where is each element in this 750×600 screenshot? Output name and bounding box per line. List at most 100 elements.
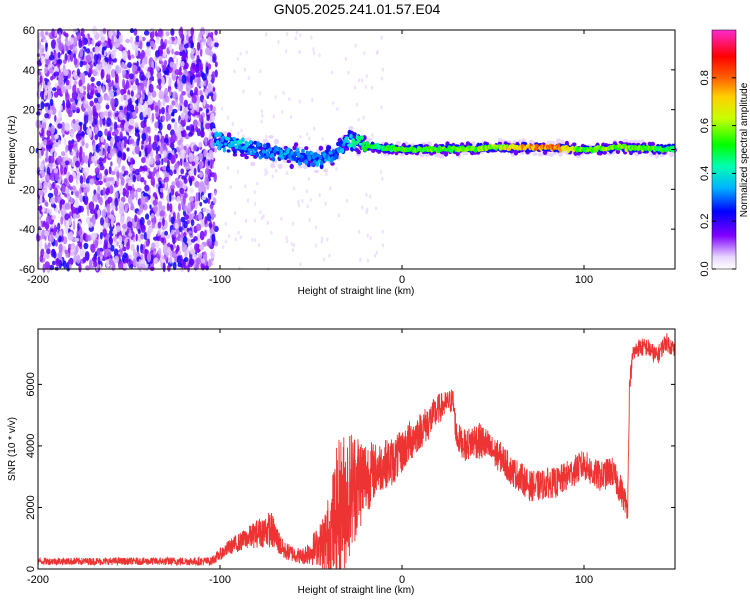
noise-speckle xyxy=(166,74,171,79)
x-tick-label: -100 xyxy=(209,274,231,286)
noise-speckle xyxy=(180,216,186,223)
noise-speckle xyxy=(50,171,55,182)
signal-cell xyxy=(295,147,300,153)
noise-speckle xyxy=(366,233,369,238)
noise-speckle xyxy=(197,36,202,42)
noise-speckle xyxy=(130,90,134,97)
noise-speckle xyxy=(208,258,212,268)
noise-speckle xyxy=(102,27,107,35)
noise-speckle xyxy=(183,145,187,150)
noise-speckle xyxy=(260,119,263,124)
noise-speckle xyxy=(162,50,167,58)
noise-speckle xyxy=(72,71,77,78)
noise-speckle xyxy=(120,247,123,257)
noise-speckle xyxy=(369,236,372,240)
noise-speckle xyxy=(96,47,101,52)
noise-speckle xyxy=(83,187,89,193)
noise-speckle xyxy=(160,38,164,48)
noise-speckle xyxy=(178,43,184,52)
noise-speckle xyxy=(102,187,106,196)
noise-speckle xyxy=(62,104,66,111)
signal-cell xyxy=(650,141,655,147)
noise-speckle xyxy=(83,166,90,177)
noise-speckle xyxy=(94,134,98,141)
noise-speckle xyxy=(122,152,126,161)
noise-speckle xyxy=(138,258,142,267)
noise-speckle xyxy=(148,226,154,234)
noise-speckle xyxy=(39,84,42,91)
noise-speckle xyxy=(93,260,98,268)
noise-speckle xyxy=(143,30,150,36)
noise-speckle xyxy=(140,196,147,206)
noise-speckle xyxy=(259,69,262,74)
noise-speckle xyxy=(93,253,97,261)
noise-speckle xyxy=(199,129,205,138)
noise-speckle xyxy=(97,208,101,218)
noise-speckle xyxy=(116,29,120,38)
noise-speckle xyxy=(169,244,174,249)
noise-speckle xyxy=(78,262,82,273)
y-tick-label: 0 xyxy=(29,145,35,157)
noise-speckle xyxy=(375,250,378,255)
noise-speckle xyxy=(39,124,43,129)
noise-speckle xyxy=(104,243,108,250)
noise-speckle xyxy=(104,57,110,63)
noise-speckle xyxy=(160,237,165,243)
noise-speckle xyxy=(155,153,160,163)
noise-speckle xyxy=(158,122,163,131)
noise-speckle xyxy=(82,256,87,263)
noise-speckle xyxy=(131,194,135,200)
noise-speckle xyxy=(79,60,84,68)
noise-speckle xyxy=(96,144,99,150)
noise-speckle xyxy=(330,70,333,75)
noise-speckle xyxy=(153,257,159,264)
noise-speckle xyxy=(197,72,202,78)
noise-speckle xyxy=(163,59,167,66)
noise-speckle xyxy=(202,207,208,213)
noise-speckle xyxy=(118,260,124,270)
noise-speckle xyxy=(85,64,90,73)
noise-speckle xyxy=(154,135,158,141)
y-tick-label: -20 xyxy=(19,184,35,196)
noise-speckle xyxy=(73,255,78,263)
signal-cell xyxy=(316,153,321,158)
noise-speckle xyxy=(58,243,63,253)
signal-cell xyxy=(222,147,227,153)
noise-speckle xyxy=(141,248,145,255)
noise-speckle xyxy=(96,174,102,179)
noise-speckle xyxy=(84,200,88,206)
noise-speckle xyxy=(205,122,211,130)
noise-speckle xyxy=(52,260,56,266)
spectrogram-y-axis-label: Frequency (Hz) xyxy=(7,116,18,185)
noise-speckle xyxy=(199,62,203,72)
noise-speckle xyxy=(65,144,69,153)
noise-speckle xyxy=(337,213,341,218)
noise-speckle xyxy=(320,236,324,241)
noise-speckle xyxy=(169,203,173,213)
noise-speckle xyxy=(162,262,166,273)
noise-speckle xyxy=(132,237,136,243)
signal-cell xyxy=(349,133,353,139)
signal-cell xyxy=(497,141,503,145)
noise-speckle xyxy=(41,249,45,256)
noise-speckle xyxy=(182,129,187,138)
signal-cell xyxy=(550,140,556,145)
noise-speckle xyxy=(38,240,43,250)
noise-speckle xyxy=(164,230,169,236)
noise-speckle xyxy=(362,115,365,120)
noise-speckle xyxy=(318,53,321,58)
noise-speckle xyxy=(173,231,177,238)
noise-speckle xyxy=(180,112,185,121)
noise-speckle xyxy=(153,236,159,241)
noise-speckle xyxy=(91,155,97,163)
noise-speckle xyxy=(209,219,212,230)
noise-speckle xyxy=(121,223,128,229)
noise-speckle xyxy=(128,55,131,61)
noise-speckle xyxy=(65,92,70,103)
noise-speckle xyxy=(182,52,187,61)
noise-speckle xyxy=(85,142,89,149)
noise-speckle xyxy=(328,253,331,258)
noise-speckle xyxy=(116,135,121,143)
noise-speckle xyxy=(97,185,101,194)
